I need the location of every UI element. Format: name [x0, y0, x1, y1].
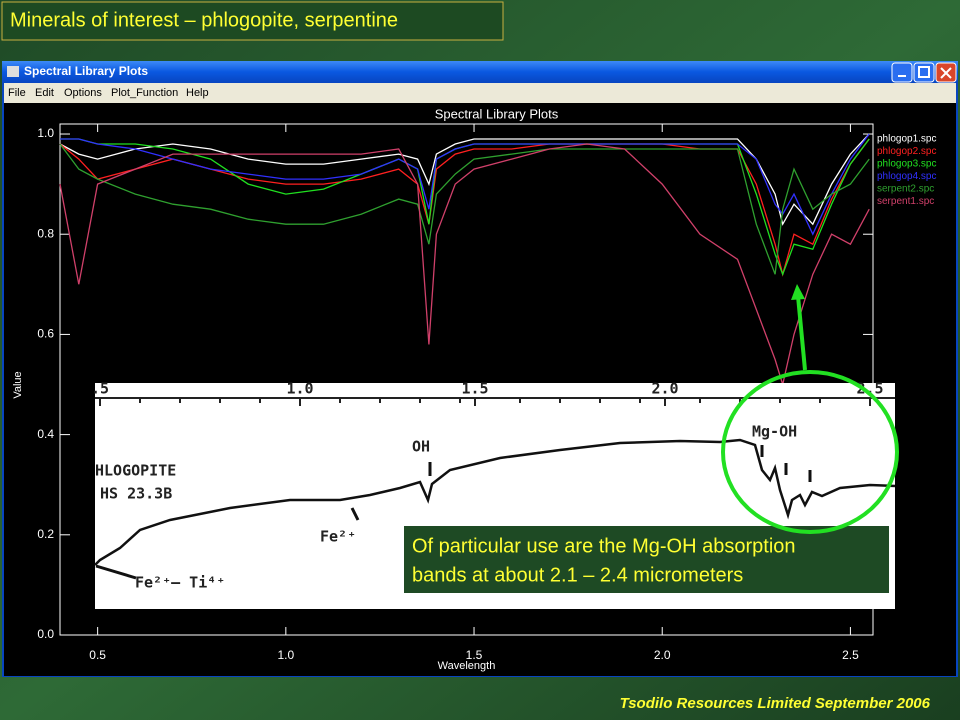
plot-frame [59, 123, 874, 636]
x-tick-label: 2.5 [842, 648, 859, 662]
menu-bar [4, 83, 956, 103]
inset-axis-label: .5 [91, 380, 109, 398]
title-bar [2, 61, 958, 83]
x-tick-label: 1.0 [277, 648, 294, 662]
y-tick-label: 0.8 [37, 226, 54, 240]
series-line [59, 133, 870, 226]
minimize-button[interactable] [891, 62, 913, 83]
y-axis-label: Value [12, 371, 24, 398]
legend-entry: phlogop2.spc [877, 146, 937, 157]
callout-line: Of particular use are the Mg-OH absorpti… [412, 535, 796, 557]
maximize-icon [918, 66, 930, 78]
menu-item[interactable]: Plot_Function [111, 87, 178, 99]
legend-entry: serpent2.spc [877, 184, 934, 195]
inset-axis-label: 2.0 [651, 380, 678, 398]
highlight-arrow [796, 295, 807, 371]
slide-title: Minerals of interest – phlogopite, serpe… [10, 9, 398, 31]
x-tick-label: 2.0 [654, 648, 671, 662]
callout-box [404, 526, 889, 593]
inset-ticks [99, 398, 871, 406]
inset-label: Fe²⁺— Ti⁴⁺ [135, 574, 225, 592]
window-title: Spectral Library Plots [24, 64, 148, 78]
menu-item[interactable]: File [8, 87, 26, 99]
highlight-arrowhead [791, 284, 805, 300]
inset-axis-label: 1.0 [286, 380, 313, 398]
y-tick-label: 0.0 [37, 627, 54, 641]
footer: Tsodilo Resources Limited September 2006 [620, 695, 931, 712]
legend-entry: phlogop4.spc [877, 171, 937, 182]
title-box [1, 1, 504, 41]
legend-entry: phlogop1.spc [877, 134, 937, 145]
inset-label: Fe²⁺ [320, 528, 356, 546]
window-controls [891, 62, 957, 83]
inset-label: HS 23.3B [100, 485, 172, 503]
inset-axis-label: 2.5 [856, 380, 883, 398]
close-icon [940, 67, 952, 79]
legend-entry: serpent1.spc [877, 196, 934, 207]
menu-item[interactable]: Edit [35, 87, 54, 99]
x-tick-label: 1.5 [466, 648, 483, 662]
menu-item[interactable]: Options [64, 87, 102, 99]
minimize-icon [898, 75, 906, 77]
inset-label: Mg-OH [752, 423, 797, 441]
callout-line: bands at about 2.1 – 2.4 micrometers [412, 564, 743, 586]
y-tick-label: 0.6 [37, 327, 54, 341]
y-tick-label: 0.2 [37, 527, 54, 541]
y-tick-label: 1.0 [37, 126, 54, 140]
x-axis-label: Wavelength [438, 660, 496, 672]
chart-title: Spectral Library Plots [435, 106, 559, 121]
inset-label: OH [412, 438, 430, 456]
inset-axis-label: 1.5 [461, 380, 488, 398]
legend-entry: phlogop3.spc [877, 159, 937, 170]
inset-curve [94, 438, 896, 566]
series-line [59, 143, 870, 275]
menu-item[interactable]: Help [186, 87, 209, 99]
inset-label: HLOGOPITE [95, 462, 176, 480]
y-tick-label: 0.4 [37, 427, 54, 441]
x-tick-label: 0.5 [89, 648, 106, 662]
maximize-button[interactable] [913, 62, 935, 83]
inset-arrows [95, 445, 812, 580]
highlight-circle [721, 370, 899, 534]
window-icon [7, 66, 19, 77]
